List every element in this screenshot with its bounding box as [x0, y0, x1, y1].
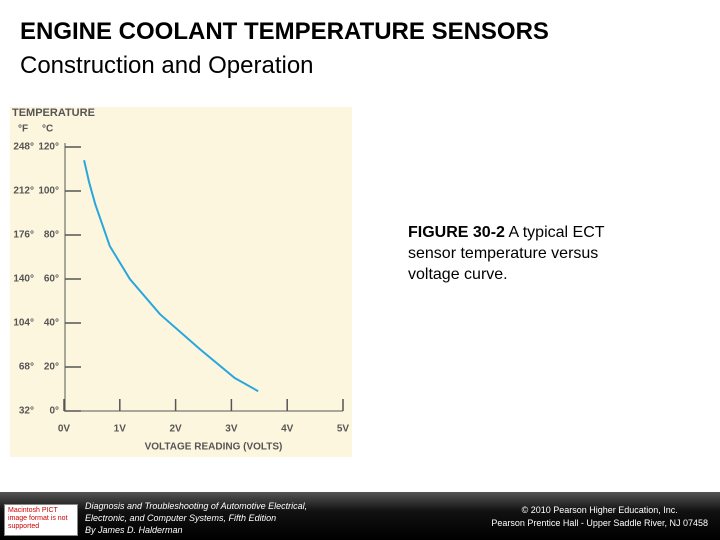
y-tick-label: 120° [38, 142, 59, 153]
footer-right: © 2010 Pearson Higher Education, Inc. Pe… [491, 504, 708, 530]
y-tick-label: 100° [38, 186, 59, 197]
y-tick-label: 60° [44, 274, 59, 285]
chart: TEMPERATURE °F °C 0° 20° 40° 60° 80° 100° 120° 32°… [12, 107, 350, 453]
y-tick-label: 20° [44, 362, 59, 373]
x-tick-label: 3V [225, 424, 238, 435]
footer-line: © 2010 Pearson Higher Education, Inc. [521, 505, 678, 515]
footer-line: Diagnosis and Troubleshooting of Automot… [85, 501, 308, 511]
logo-placeholder: Macintosh PICT image format is not suppo… [4, 504, 78, 536]
footer-left: Diagnosis and Troubleshooting of Automot… [85, 500, 307, 536]
y2-tick-label: 32° [19, 406, 34, 417]
y-axis-title: TEMPERATURE [12, 107, 95, 119]
footer-line: Electronic, and Computer Systems, Fifth … [85, 513, 277, 523]
y-unit: °C [42, 124, 53, 135]
y-tick-label: 80° [44, 230, 59, 241]
caption-label: FIGURE 30-2 [408, 224, 505, 241]
footer: Macintosh PICT image format is not suppo… [0, 492, 720, 540]
chart-panel: TEMPERATURE °F °C 0° 20° 40° 60° 80° 100° 120° 32°… [10, 107, 352, 457]
curve [83, 159, 259, 393]
x-tick-label: 5V [337, 424, 350, 435]
caption: FIGURE 30-2 A typical ECT sensor tempera… [408, 222, 648, 285]
y2-tick-label: 104° [13, 318, 34, 329]
y2-tick-label: 212° [13, 186, 34, 197]
footer-line: By James D. Halderman [85, 525, 183, 535]
x-tick-label: 0V [58, 424, 71, 435]
y2-tick-label: 248° [13, 142, 34, 153]
y2-tick-label: 176° [13, 230, 34, 241]
y2-tick-label: 68° [19, 362, 34, 373]
y2-tick-label: 140° [13, 274, 34, 285]
footer-line: Pearson Prentice Hall - Upper Saddle Riv… [491, 518, 708, 528]
caption-text: A typical ECT sensor temperature versus … [408, 224, 605, 283]
y-tick-label: 0° [49, 406, 59, 417]
slide-title: ENGINE COOLANT TEMPERATURE SENSORS [20, 18, 549, 45]
x-tick-label: 4V [281, 424, 294, 435]
y2-unit: °F [18, 124, 28, 135]
x-tick-label: 1V [114, 424, 127, 435]
slide-subtitle: Construction and Operation [20, 52, 314, 79]
x-tick-label: 2V [169, 424, 182, 435]
x-axis-title: VOLTAGE READING (VOLTS) [145, 442, 283, 453]
y-tick-label: 40° [44, 318, 59, 329]
